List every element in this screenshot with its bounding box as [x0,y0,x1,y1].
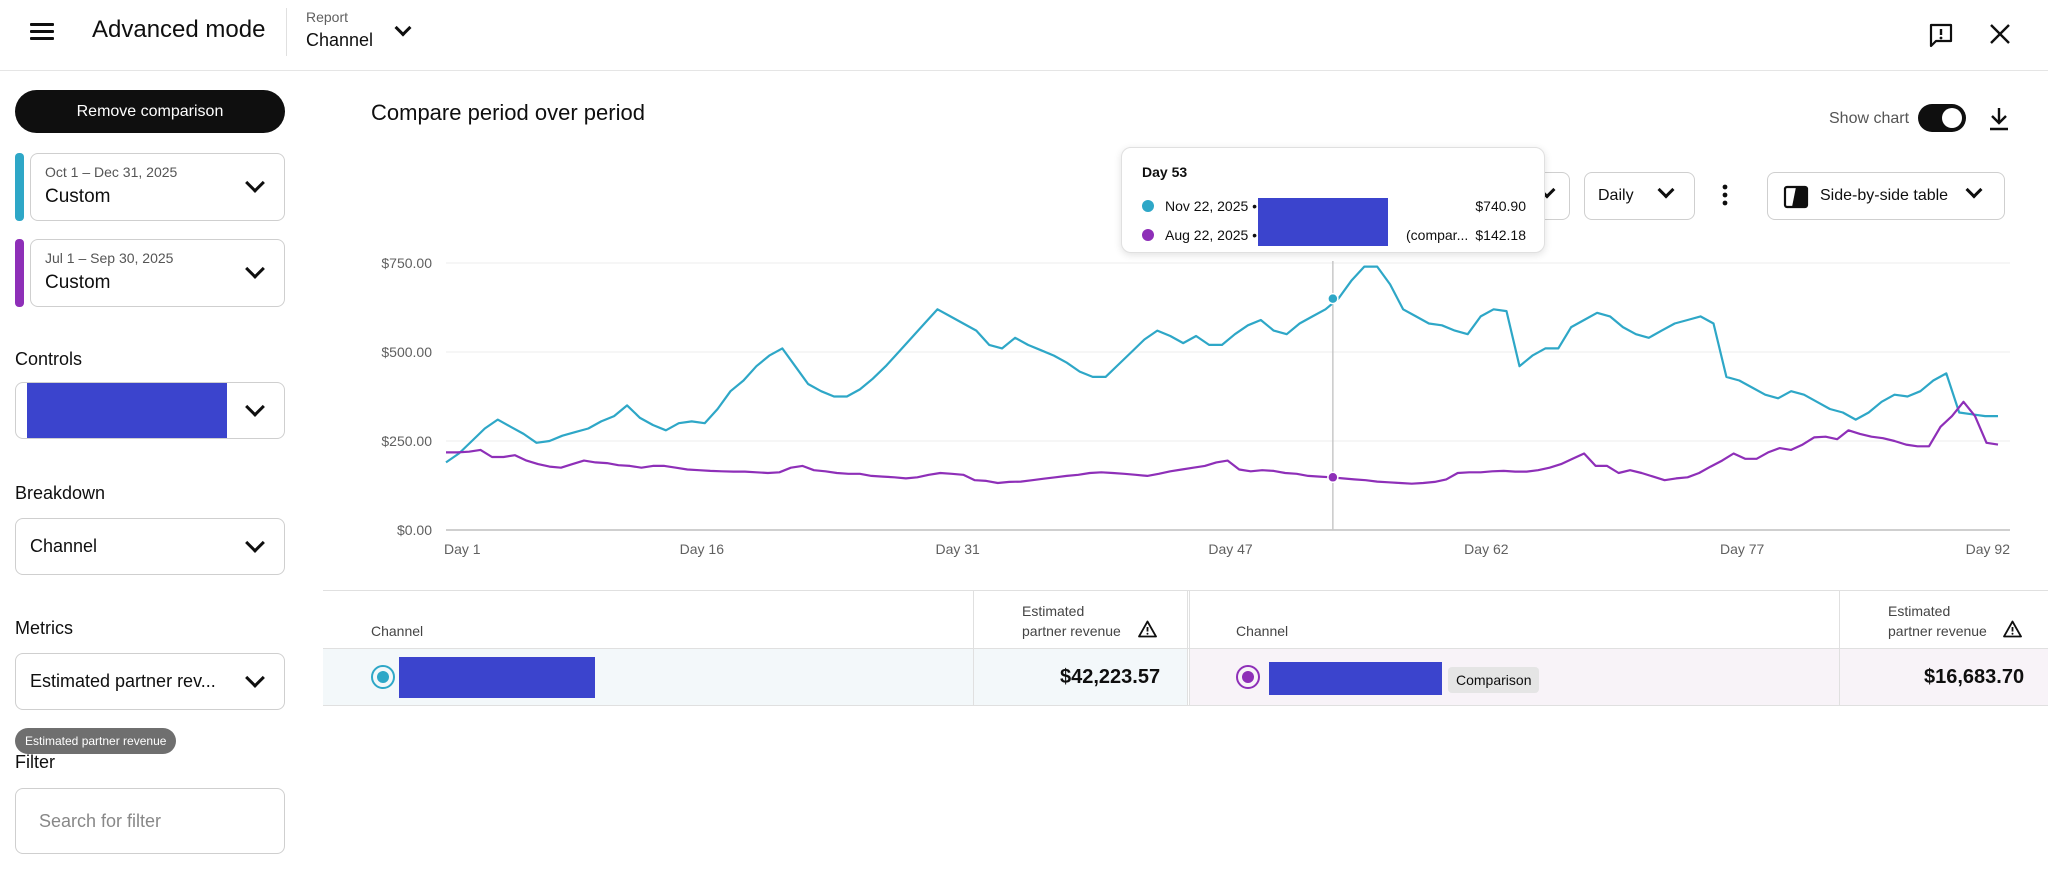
row-radio-primary[interactable] [371,665,395,689]
show-chart-toggle[interactable] [1918,104,1966,132]
report-select[interactable]: Channel [306,30,374,50]
main-title: Compare period over period [371,100,645,125]
header-divider [286,8,287,56]
period-value: Custom [45,186,111,207]
tooltip-value: $740.90 [1475,198,1526,214]
y-tick-label: $0.00 [397,522,432,538]
view-select[interactable]: Side-by-side table [1767,172,2005,220]
chevron-down-icon [245,173,265,193]
metrics-value: Estimated partner rev... [30,671,216,691]
period-color-bar-primary [15,153,24,221]
y-tick-label: $750.00 [381,255,432,271]
table-top-divider [323,590,2048,591]
granularity-value: Daily [1598,187,1634,204]
period-color-bar-comparison [15,239,24,307]
report-label: Report [306,9,349,25]
filter-label: Filter [15,752,55,772]
chevron-down-icon [245,533,265,553]
filter-search-input[interactable] [17,790,283,852]
breakdown-value: Channel [30,536,98,556]
close-icon[interactable] [1989,23,2011,50]
channel-column-header[interactable]: Channel [1236,623,1289,639]
view-value: Side-by-side table [1820,187,1949,204]
column-divider [1187,591,1188,705]
period-value: Custom [45,272,111,293]
redacted-block [399,657,595,698]
y-tick-label: $500.00 [381,344,432,360]
metric-column-header-line2[interactable]: partner revenue [1022,623,1121,639]
column-divider [973,591,974,705]
highlight-point [1327,292,1339,305]
chevron-down-icon [245,259,265,279]
download-icon[interactable] [1988,106,2010,137]
x-tick-label: Day 92 [1966,541,2010,557]
remove-comparison-button[interactable]: Remove comparison [15,90,285,133]
top-bar: Advanced mode Report Channel [0,0,2048,71]
chevron-down-icon[interactable] [394,19,412,37]
channel-column-header[interactable]: Channel [371,623,424,639]
tooltip-row-comparison: Aug 22, 2025 • (compar... $142.18 [1142,225,1526,245]
more-vert-icon[interactable] [1721,184,1729,211]
tooltip-title: Day 53 [1142,164,1188,180]
period-range: Oct 1 – Dec 31, 2025 [45,164,178,180]
warning-icon[interactable] [1138,620,1157,643]
toggle-knob [1942,108,1962,128]
series-dot-primary [1142,200,1154,212]
column-divider [1839,591,1840,705]
breakdown-select[interactable]: Channel [15,518,285,575]
warning-icon[interactable] [2003,620,2022,643]
filter-search-box [15,788,285,854]
series-line-primary [445,265,1998,464]
metric-column-header-line1[interactable]: Estimated [1888,603,1951,619]
comparison-badge: Comparison [1448,667,1540,693]
granularity-select[interactable]: Daily [1584,172,1695,220]
metric-column-header-line2[interactable]: partner revenue [1888,623,1987,639]
tooltip-suffix: (compar... [1406,227,1469,243]
series-dot-comparison [1142,229,1154,241]
redacted-block [1269,662,1442,695]
hamburger-menu-icon[interactable] [28,20,56,44]
side-by-side-icon [1783,184,1809,215]
tooltip-row-primary: Nov 22, 2025 • $740.90 [1142,196,1526,216]
series-line-comparison [446,400,1999,485]
controls-label: Controls [15,349,83,369]
chevron-down-icon [245,668,265,688]
total-value-primary: $42,223.57 [1060,666,1161,688]
x-tick-label: Day 77 [1720,541,1765,557]
tooltip-date: Aug 22, 2025 • [1165,227,1258,243]
metrics-select[interactable]: Estimated partner rev... [15,653,285,710]
tooltip-value: $142.18 [1475,227,1526,243]
show-chart-label: Show chart [1829,110,1910,127]
chevron-down-icon [1657,181,1675,199]
chart-tooltip: Day 53 Nov 22, 2025 • $740.90 Aug 22, 20… [1121,147,1545,253]
x-tick-label: Day 31 [935,541,980,557]
y-tick-label: $250.00 [381,433,432,449]
chevron-down-icon [1965,181,1983,199]
period-select-comparison[interactable]: Jul 1 – Sep 30, 2025 Custom [30,239,285,307]
column-divider [1189,591,1190,705]
table-bottom-divider [323,705,2048,706]
redacted-block [1258,198,1388,246]
row-radio-comparison[interactable] [1236,665,1260,689]
redacted-block [27,383,227,438]
x-tick-label: Day 47 [1208,541,1253,557]
period-select-primary[interactable]: Oct 1 – Dec 31, 2025 Custom [30,153,285,221]
table-header-divider [323,648,2048,649]
metrics-label: Metrics [15,618,73,638]
x-tick-label: Day 1 [444,541,481,557]
metrics-tooltip-chip: Estimated partner revenue [15,728,177,754]
total-value-comparison: $16,683.70 [1924,666,2025,688]
highlight-point [1327,471,1339,484]
x-tick-label: Day 16 [680,541,725,557]
feedback-icon[interactable] [1928,22,1954,53]
breakdown-label: Breakdown [15,483,106,503]
period-range: Jul 1 – Sep 30, 2025 [45,250,174,266]
tooltip-date: Nov 22, 2025 • [1165,198,1258,214]
x-tick-label: Day 62 [1464,541,1509,557]
chevron-down-icon [245,397,265,417]
controls-select[interactable] [15,382,285,439]
metric-column-header-line1[interactable]: Estimated [1022,603,1085,619]
page-title: Advanced mode [92,16,266,43]
line-chart: $0.00 $250.00 $500.00 $750.00 Day 1 Day 16 Day… [381,255,2010,557]
